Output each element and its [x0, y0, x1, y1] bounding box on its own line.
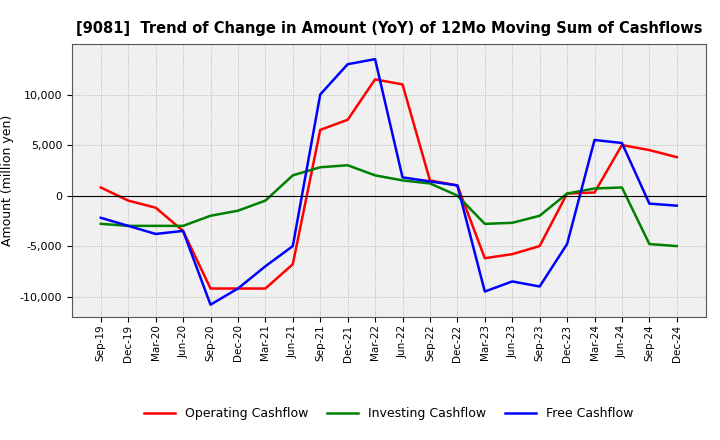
Operating Cashflow — [453, 183, 462, 188]
Operating Cashflow — [563, 191, 572, 196]
Investing Cashflow — [151, 223, 160, 228]
Investing Cashflow — [206, 213, 215, 218]
Free Cashflow — [206, 302, 215, 307]
Line: Investing Cashflow: Investing Cashflow — [101, 165, 677, 246]
Free Cashflow — [536, 284, 544, 289]
Investing Cashflow — [398, 178, 407, 183]
Free Cashflow — [371, 56, 379, 62]
Free Cashflow — [508, 279, 516, 284]
Free Cashflow — [672, 203, 681, 208]
Legend: Operating Cashflow, Investing Cashflow, Free Cashflow: Operating Cashflow, Investing Cashflow, … — [139, 402, 639, 425]
Investing Cashflow — [563, 191, 572, 196]
Free Cashflow — [480, 289, 489, 294]
Operating Cashflow — [151, 205, 160, 210]
Free Cashflow — [563, 242, 572, 247]
Operating Cashflow — [536, 243, 544, 249]
Operating Cashflow — [645, 147, 654, 153]
Free Cashflow — [316, 92, 325, 97]
Operating Cashflow — [590, 190, 599, 195]
Free Cashflow — [233, 286, 242, 291]
Line: Free Cashflow: Free Cashflow — [101, 59, 677, 304]
Operating Cashflow — [233, 286, 242, 291]
Operating Cashflow — [316, 127, 325, 132]
Operating Cashflow — [289, 262, 297, 267]
Operating Cashflow — [179, 228, 187, 234]
Operating Cashflow — [508, 252, 516, 257]
Free Cashflow — [426, 179, 434, 184]
Investing Cashflow — [536, 213, 544, 218]
Investing Cashflow — [508, 220, 516, 225]
Investing Cashflow — [316, 165, 325, 170]
Investing Cashflow — [124, 223, 132, 228]
Free Cashflow — [645, 201, 654, 206]
Investing Cashflow — [480, 221, 489, 227]
Investing Cashflow — [289, 173, 297, 178]
Investing Cashflow — [343, 163, 352, 168]
Operating Cashflow — [96, 185, 105, 190]
Operating Cashflow — [618, 143, 626, 148]
Free Cashflow — [96, 215, 105, 220]
Free Cashflow — [590, 137, 599, 143]
Line: Operating Cashflow: Operating Cashflow — [101, 79, 677, 289]
Investing Cashflow — [371, 173, 379, 178]
Operating Cashflow — [480, 256, 489, 261]
Investing Cashflow — [453, 193, 462, 198]
Operating Cashflow — [426, 178, 434, 183]
Investing Cashflow — [96, 221, 105, 227]
Investing Cashflow — [179, 223, 187, 228]
Operating Cashflow — [206, 286, 215, 291]
Y-axis label: Amount (million yen): Amount (million yen) — [1, 115, 14, 246]
Free Cashflow — [289, 243, 297, 249]
Operating Cashflow — [343, 117, 352, 122]
Investing Cashflow — [590, 186, 599, 191]
Investing Cashflow — [645, 242, 654, 247]
Operating Cashflow — [371, 77, 379, 82]
Free Cashflow — [618, 140, 626, 146]
Free Cashflow — [261, 264, 270, 269]
Investing Cashflow — [672, 243, 681, 249]
Free Cashflow — [453, 183, 462, 188]
Operating Cashflow — [398, 82, 407, 87]
Free Cashflow — [124, 223, 132, 228]
Investing Cashflow — [261, 198, 270, 203]
Operating Cashflow — [124, 198, 132, 203]
Free Cashflow — [343, 62, 352, 67]
Operating Cashflow — [672, 154, 681, 160]
Free Cashflow — [151, 231, 160, 237]
Free Cashflow — [398, 175, 407, 180]
Investing Cashflow — [426, 181, 434, 186]
Investing Cashflow — [233, 208, 242, 213]
Investing Cashflow — [618, 185, 626, 190]
Operating Cashflow — [261, 286, 270, 291]
Title: [9081]  Trend of Change in Amount (YoY) of 12Mo Moving Sum of Cashflows: [9081] Trend of Change in Amount (YoY) o… — [76, 21, 702, 36]
Free Cashflow — [179, 228, 187, 234]
